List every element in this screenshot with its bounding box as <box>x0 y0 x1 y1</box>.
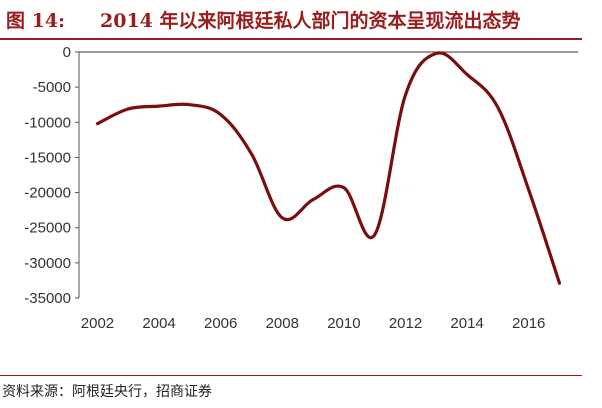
y-tick-label: -15000 <box>24 149 71 166</box>
y-tick-label: 0 <box>63 44 71 61</box>
line-chart: 0 -5000 -10000 -15000 -20000 -25000 -30000 -350… <box>24 44 578 332</box>
y-tick-label: -20000 <box>24 185 71 202</box>
x-tick-label: 2006 <box>204 315 237 332</box>
x-tick-label: 2010 <box>327 315 360 332</box>
y-tick-label: -25000 <box>24 220 71 237</box>
source-divider <box>0 375 582 376</box>
figure-header: 图 14: 2014 年以来阿根廷私人部门的资本呈现流出态势 <box>0 0 582 40</box>
figure-title: 2014 年以来阿根廷私人部门的资本呈现流出态势 <box>100 10 521 32</box>
source-note: 资料来源：阿根廷央行，招商证券 <box>2 384 212 400</box>
y-tick-label: -5000 <box>33 79 71 96</box>
x-tick-label: 2002 <box>81 315 114 332</box>
x-tick-label: 2016 <box>512 315 545 332</box>
series-line <box>95 51 562 285</box>
x-tick-label: 2014 <box>450 315 483 332</box>
y-tick-label: -10000 <box>24 114 71 131</box>
y-tick-label: -35000 <box>24 290 71 307</box>
y-tick-label: -30000 <box>24 255 71 272</box>
x-tick-label: 2008 <box>266 315 299 332</box>
x-tick-label: 2012 <box>389 315 422 332</box>
figure-label: 图 14: <box>6 10 66 32</box>
x-tick-label: 2004 <box>142 315 175 332</box>
